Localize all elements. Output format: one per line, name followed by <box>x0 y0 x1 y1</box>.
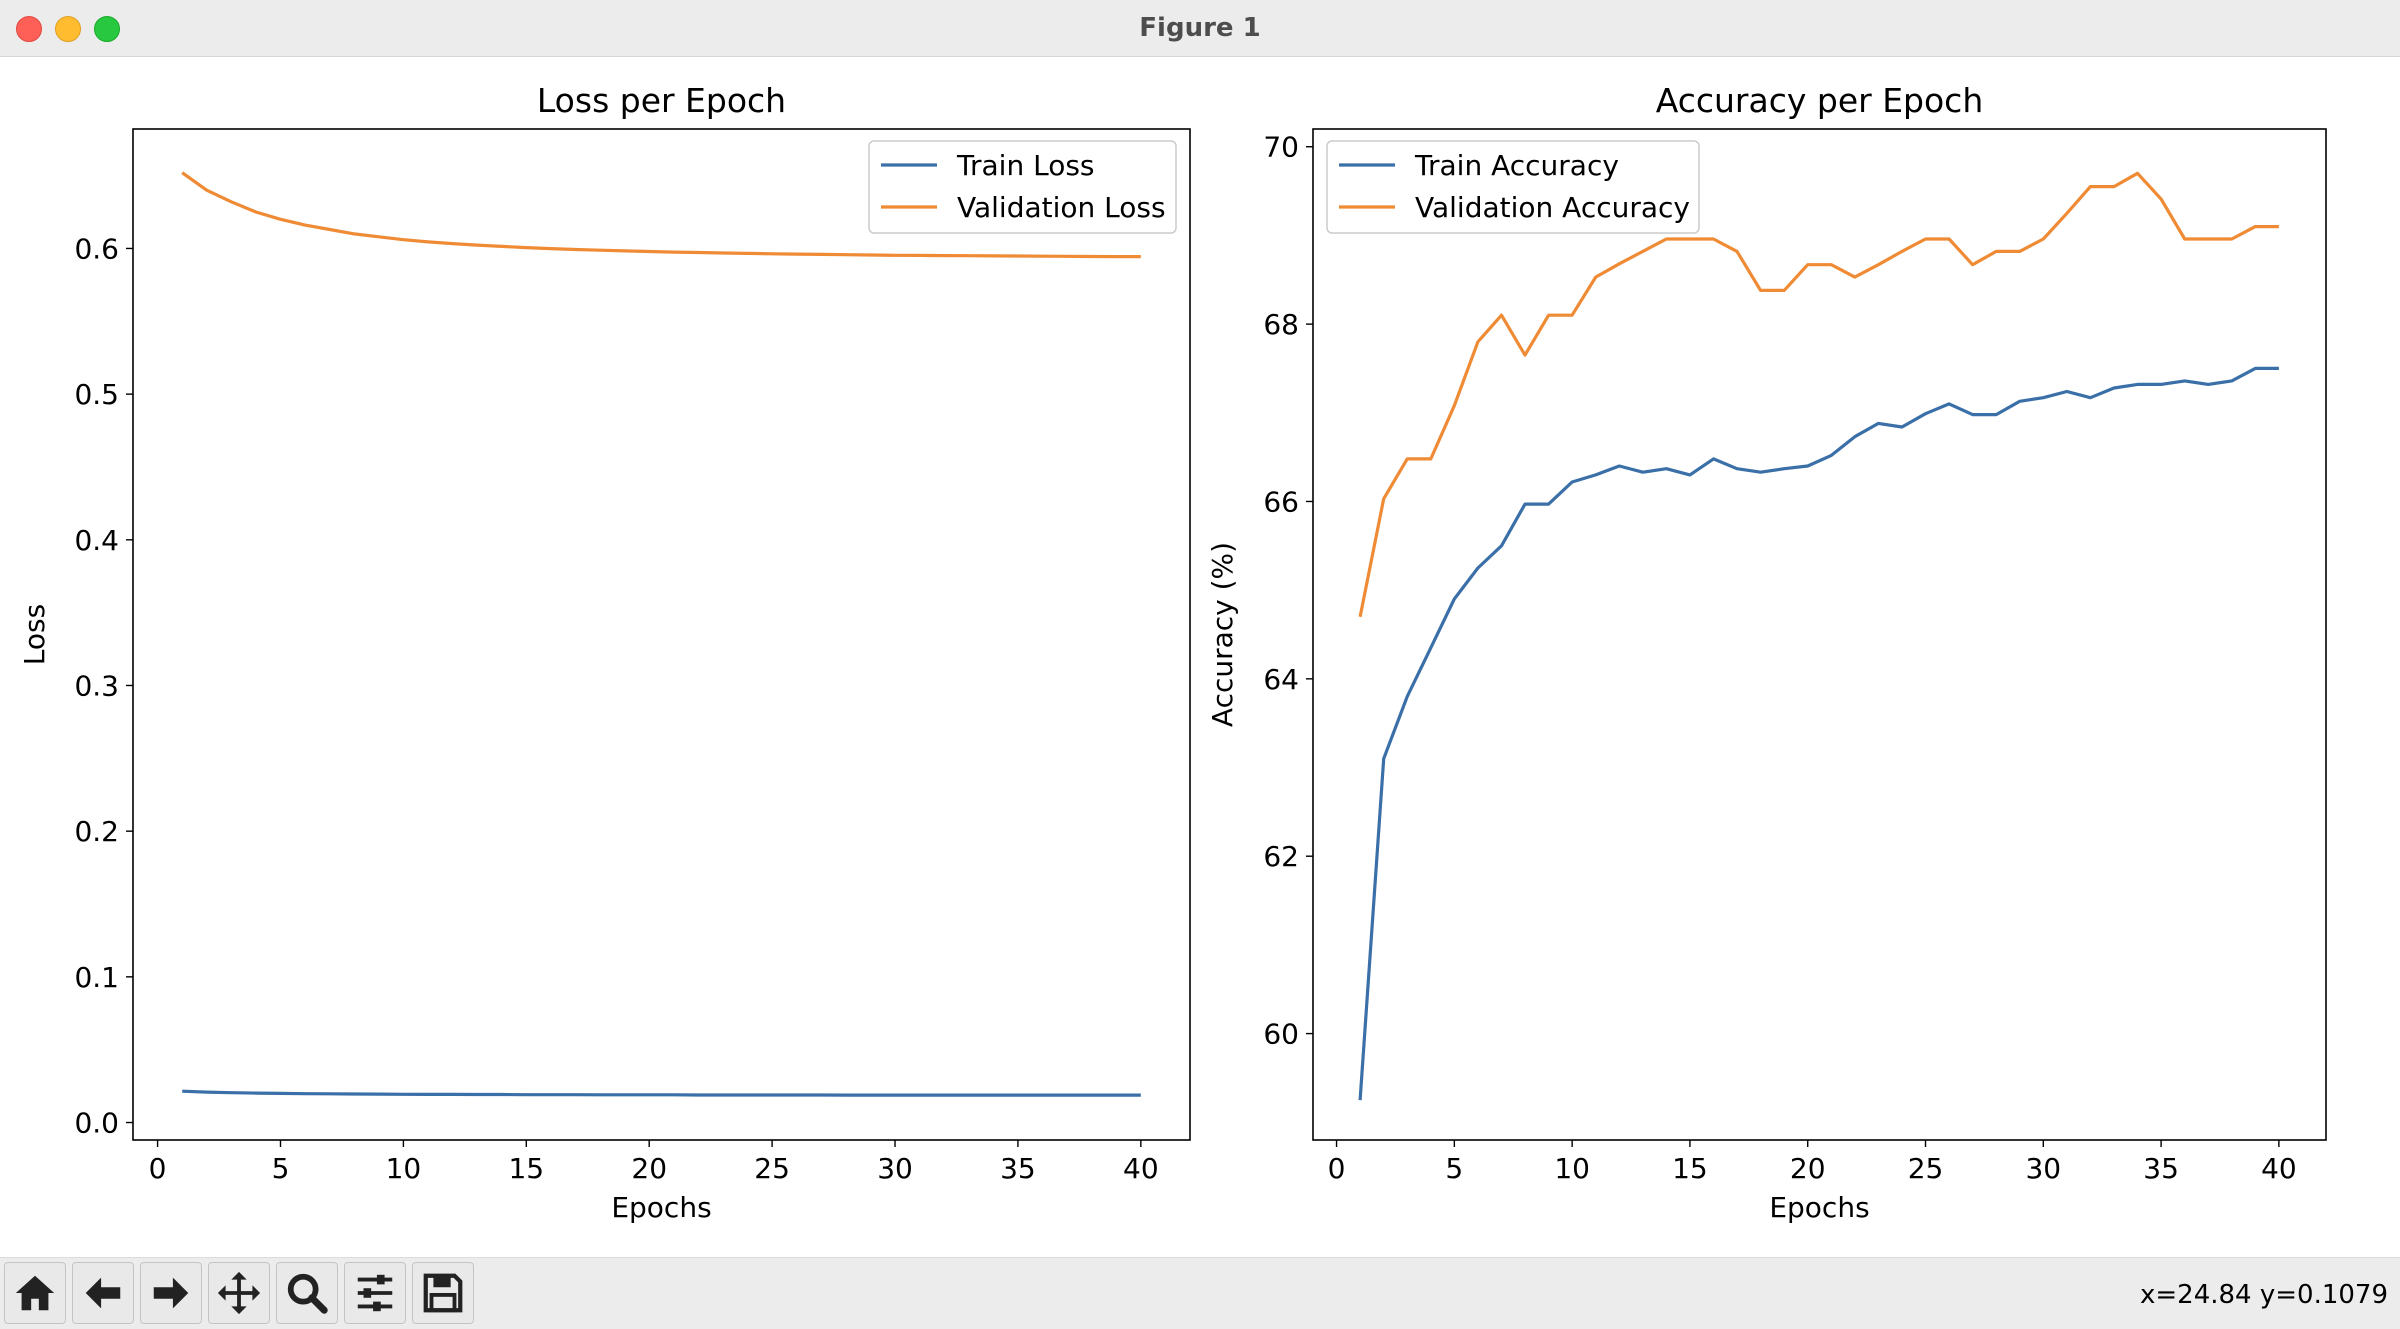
navigation-toolbar: x=24.84 y=0.1079 <box>0 1257 2400 1329</box>
y-tick-label: 70 <box>1263 131 1299 164</box>
y-tick-label: 68 <box>1263 308 1299 341</box>
figure-svg: 0 5 10 15 20 25 30 35 40 0.0 0.1 0.2 0.3 0.4 0.5 0.6 Los… <box>18 81 2327 1224</box>
y-tick-label: 0.3 <box>74 669 119 702</box>
cursor-coordinates: x=24.84 y=0.1079 <box>2139 1280 2388 1310</box>
maximize-window-button[interactable] <box>94 16 120 42</box>
legend-label: Train Accuracy <box>1414 149 1619 182</box>
y-tick-label: 62 <box>1263 840 1299 873</box>
back-arrow-icon <box>85 1277 121 1309</box>
window-titlebar: Figure 1 <box>0 0 2400 57</box>
x-tick-label: 25 <box>1908 1152 1944 1185</box>
x-tick-label: 30 <box>2025 1152 2061 1185</box>
window-title: Figure 1 <box>1139 13 1261 43</box>
x-axis-label: Epochs <box>611 1191 711 1224</box>
accuracy-subplot: 0 5 10 15 20 25 30 35 40 60 62 64 66 68 70 Accuracy per… <box>1206 81 2327 1224</box>
forward-arrow-icon <box>153 1277 189 1309</box>
x-tick-label: 40 <box>1123 1152 1159 1185</box>
x-tick-label: 0 <box>1328 1152 1346 1185</box>
figure-canvas[interactable]: 0 5 10 15 20 25 30 35 40 0.0 0.1 0.2 0.3 0.4 0.5 0.6 Los… <box>0 57 2400 1257</box>
y-tick-label: 0.0 <box>74 1107 119 1140</box>
x-tick-label: 30 <box>877 1152 913 1185</box>
home-button[interactable] <box>4 1262 66 1324</box>
legend: Train Accuracy Validation Accuracy <box>1326 140 1700 234</box>
x-tick-label: 10 <box>1554 1152 1590 1185</box>
y-axis-label: Loss <box>18 604 51 665</box>
y-axis-label: Accuracy (%) <box>1206 542 1239 727</box>
x-tick-label: 15 <box>508 1152 544 1185</box>
loss-subplot: 0 5 10 15 20 25 30 35 40 0.0 0.1 0.2 0.3 0.4 0.5 0.6 Los… <box>18 81 1191 1224</box>
save-icon <box>423 1273 463 1313</box>
chart-title: Loss per Epoch <box>537 81 786 120</box>
x-axis-label: Epochs <box>1769 1191 1869 1224</box>
x-tick-label: 25 <box>754 1152 790 1185</box>
y-tick-label: 60 <box>1263 1018 1299 1051</box>
axes-frame <box>1312 128 2327 1141</box>
home-icon <box>15 1275 55 1311</box>
x-tick-label: 40 <box>2261 1152 2297 1185</box>
save-button[interactable] <box>412 1262 474 1324</box>
legend: Train Loss Validation Loss <box>868 140 1177 234</box>
series-line-train-accuracy <box>1358 366 2279 1101</box>
series-line-train-loss <box>182 1089 1141 1097</box>
forward-button[interactable] <box>140 1262 202 1324</box>
zoom-button[interactable] <box>276 1262 338 1324</box>
y-tick-label: 0.5 <box>74 378 119 411</box>
x-tick-label: 35 <box>1000 1152 1036 1185</box>
x-tick-label: 5 <box>272 1152 290 1185</box>
x-tick-label: 20 <box>631 1152 667 1185</box>
back-button[interactable] <box>72 1262 134 1324</box>
legend-box <box>1326 140 1700 234</box>
x-tick-label: 10 <box>386 1152 422 1185</box>
zoom-icon <box>287 1273 328 1314</box>
series-line-validation-accuracy <box>1358 171 2279 618</box>
close-window-button[interactable] <box>16 16 42 42</box>
legend-label: Train Loss <box>956 149 1095 182</box>
x-tick-label: 35 <box>2143 1152 2179 1185</box>
x-tick-label: 15 <box>1672 1152 1708 1185</box>
y-tick-label: 64 <box>1263 663 1299 696</box>
y-tick-label: 0.2 <box>74 815 119 848</box>
y-tick-label: 0.6 <box>74 232 119 265</box>
x-tick-label: 0 <box>149 1152 167 1185</box>
axes-frame <box>132 128 1191 1141</box>
y-tick-label: 66 <box>1263 485 1299 518</box>
pan-icon <box>217 1271 261 1315</box>
configure-subplots-icon <box>357 1274 393 1312</box>
x-tick-label: 5 <box>1445 1152 1463 1185</box>
configure-subplots-button[interactable] <box>344 1262 406 1324</box>
legend-label: Validation Loss <box>957 191 1166 224</box>
pan-button[interactable] <box>208 1262 270 1324</box>
y-tick-label: 0.4 <box>74 524 119 557</box>
chart-title: Accuracy per Epoch <box>1656 81 1984 120</box>
series-line-validation-loss <box>181 171 1141 259</box>
x-tick-label: 20 <box>1790 1152 1826 1185</box>
legend-box <box>868 140 1177 234</box>
minimize-window-button[interactable] <box>55 16 81 42</box>
legend-label: Validation Accuracy <box>1415 191 1690 224</box>
y-tick-label: 0.1 <box>74 961 119 994</box>
